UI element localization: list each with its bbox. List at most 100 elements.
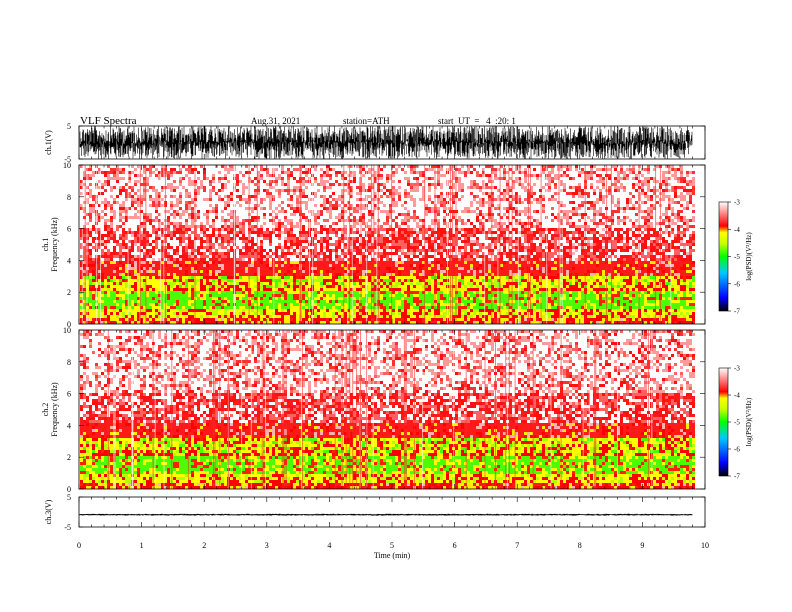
ch1-waveform-trace (80, 126, 692, 159)
spectral-streak (366, 330, 367, 489)
x-axis-label: Time (min) (374, 551, 411, 560)
y-tick-label: 8 (67, 358, 71, 367)
colorbar-scale (719, 368, 728, 476)
x-tick-label: 9 (640, 541, 644, 550)
y-axis-label: ch.1(V) (44, 130, 53, 155)
spectral-streak (263, 330, 264, 489)
y-tick-label: 5 (67, 122, 71, 131)
spectral-streak (228, 330, 229, 489)
spectral-streak (424, 165, 425, 324)
spectral-streak (589, 330, 590, 489)
spectral-streak (100, 165, 101, 324)
spectral-streak (456, 165, 457, 324)
spectral-streak (309, 165, 310, 324)
spectral-streak (342, 330, 343, 489)
y-axis-label: Frequency (kHz) (50, 382, 59, 437)
spectral-streak (533, 330, 534, 489)
spectral-streak (541, 165, 542, 324)
spectral-streak (113, 330, 114, 489)
spectral-streak (500, 165, 501, 324)
spectral-streak (188, 330, 189, 489)
spectral-streak (115, 330, 116, 489)
ch1-waveform-panel: 5-5ch.1(V) (44, 122, 705, 164)
spectral-streak (495, 330, 496, 489)
spectral-streak (213, 330, 214, 489)
y-tick-label: 2 (67, 453, 71, 462)
spectral-streak (391, 165, 392, 324)
spectral-streak (132, 330, 133, 489)
spectral-streak (507, 330, 508, 489)
spectral-streak (153, 330, 154, 489)
spectral-streak (282, 330, 283, 489)
spectral-streak (360, 330, 361, 489)
spectral-streak (284, 330, 285, 489)
spectral-streak (378, 165, 379, 324)
spectral-streak (302, 330, 303, 489)
spectral-streak (611, 165, 612, 324)
figure-title: VLF Spectra (80, 115, 137, 127)
ch1-spectrogram-cells (80, 165, 695, 324)
colorbar-scale (719, 202, 728, 311)
colorbar-label: log(PSD)(V²/Hz) (745, 397, 753, 446)
spectral-streak (346, 330, 347, 489)
spectral-streak (286, 330, 287, 489)
spectral-streak (312, 165, 313, 324)
spectral-streak (422, 330, 423, 489)
spectral-streak (352, 330, 353, 489)
spectral-streak (373, 165, 374, 324)
x-tick-label: 3 (265, 541, 269, 550)
spectral-streak (655, 165, 656, 324)
spectral-streak (160, 165, 161, 324)
spectral-streak (85, 165, 86, 324)
spectral-streak (606, 165, 607, 324)
colorbar-tick-label: -6 (734, 446, 740, 454)
y-tick-label: 5 (67, 493, 71, 502)
spectral-streak (551, 330, 552, 489)
spectral-streak (670, 165, 671, 324)
y-tick-label: 8 (67, 193, 71, 202)
spectral-streak (87, 165, 88, 324)
spectral-streak (648, 330, 649, 489)
spectral-streak (273, 165, 274, 324)
spectral-streak (405, 330, 406, 489)
spectral-streak (335, 330, 336, 489)
spectral-streak (262, 330, 263, 489)
spectral-streak (594, 330, 595, 489)
spectral-streak (343, 165, 344, 324)
x-tick-label: 10 (701, 541, 709, 550)
spectral-streak (583, 330, 584, 489)
spectral-streak (195, 165, 196, 324)
spectral-streak (518, 165, 519, 324)
date-label: Aug.31, 2021 (251, 116, 300, 126)
spectral-streak (651, 330, 652, 489)
y-tick-label: 10 (63, 326, 71, 335)
spectral-streak (366, 165, 367, 324)
colorbar-tick-label: -7 (734, 473, 740, 481)
spectral-streak (515, 330, 516, 489)
ch3-waveform-panel: 5-5ch.3(V) (44, 493, 705, 532)
y-tick-label: 6 (67, 225, 71, 234)
spectral-streak (450, 165, 451, 324)
station-label: station=ATH (343, 116, 390, 126)
spectral-streak (349, 330, 350, 489)
spectral-streak (352, 165, 353, 324)
spectral-streak (171, 330, 172, 489)
spectral-streak (435, 165, 436, 324)
spectral-streak (96, 165, 97, 324)
spectral-streak (508, 165, 509, 324)
spectral-streak (453, 330, 454, 489)
spectral-streak (356, 330, 357, 489)
spectral-streak (497, 165, 498, 324)
spectral-streak (528, 165, 529, 324)
y-tick-label: -5 (64, 523, 71, 532)
spectral-streak (249, 165, 250, 324)
x-tick-label: 7 (515, 541, 519, 550)
colorbar-tick-label: -4 (734, 392, 740, 400)
y-tick-label: 2 (67, 288, 71, 297)
spectral-streak (447, 165, 448, 324)
ch3-waveform-trace (80, 514, 692, 516)
spectral-streak (234, 165, 235, 324)
